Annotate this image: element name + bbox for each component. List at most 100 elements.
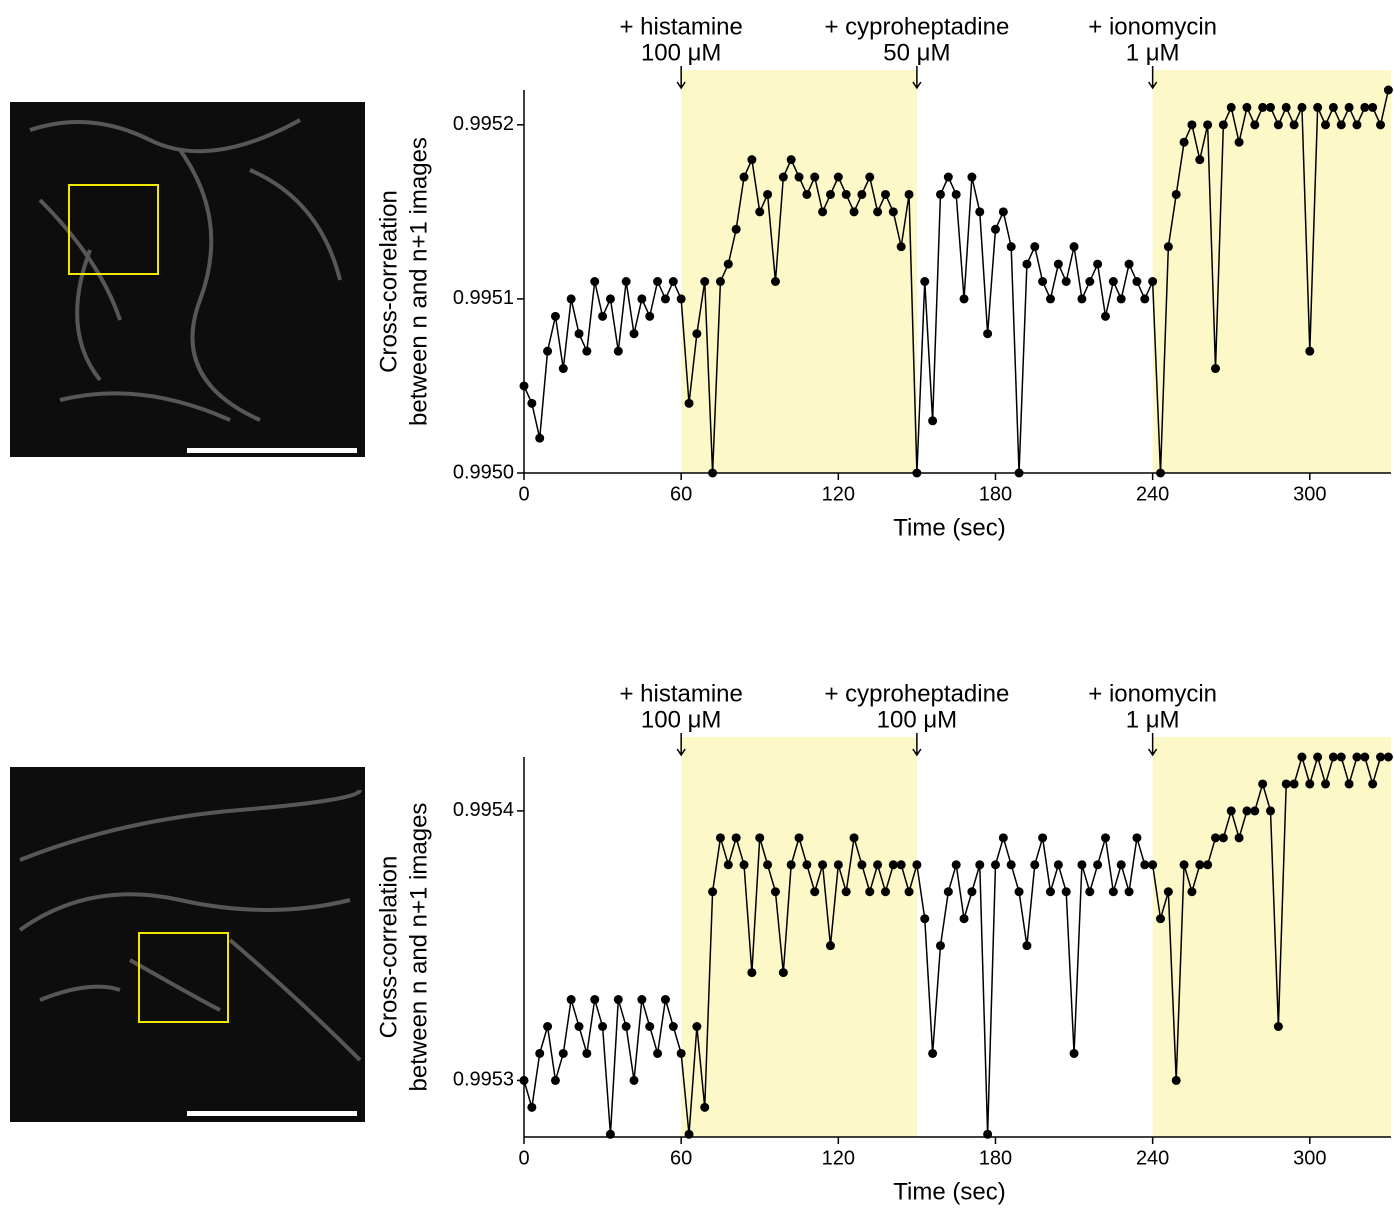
annotation-label: + cyproheptadine [824,680,1009,707]
data-point [700,277,710,286]
data-point [1383,752,1393,762]
y-axis-label: Cross-correlation [375,856,402,1039]
annotation-dose: 100 μM [641,39,722,66]
annotation-arrow [912,733,922,757]
data-point [637,995,647,1005]
data-point [865,172,875,182]
data-point [1053,259,1063,269]
data-point [778,968,788,978]
data-point [1376,752,1386,762]
data-point [1273,120,1283,130]
x-tick-label: 180 [979,483,1012,505]
data-point [574,1022,584,1032]
data-point [621,277,631,286]
data-point [519,381,529,391]
data-point [605,294,615,304]
data-point [1321,779,1331,789]
data-point [1195,860,1205,870]
data-point [1383,85,1393,95]
data-point [998,207,1008,217]
data-point [558,364,568,374]
data-point [1368,779,1378,789]
data-point [1195,155,1205,165]
annotation-arrow [1148,733,1158,757]
data-point [975,860,985,870]
data-point [1344,779,1354,789]
data-point [983,329,993,339]
x-tick-label: 240 [1136,483,1169,505]
data-point [1242,806,1252,816]
data-point [1368,102,1378,112]
data-point [1030,860,1040,870]
data-point [1061,887,1071,897]
data-point [1077,294,1087,304]
annotation-dose: 100 μM [641,706,722,733]
data-point [1148,860,1158,870]
data-point [1085,887,1095,897]
data-point [810,172,820,182]
annotation-label: + histamine [619,13,742,40]
data-point [543,346,553,356]
data-point [849,207,859,217]
data-point [1218,120,1228,130]
data-point [1124,259,1134,269]
data-point [990,860,1000,870]
data-point [770,277,780,286]
data-point [1266,102,1276,112]
data-point [1352,120,1362,130]
data-point [1218,833,1228,843]
data-point [943,172,953,182]
micrograph-2 [10,767,365,1122]
x-tick-label: 120 [822,1147,855,1169]
data-point [794,833,804,843]
data-point [1203,120,1213,130]
data-point [1313,752,1323,762]
data-point [1258,779,1268,789]
data-point [1273,1022,1283,1032]
data-point [582,1048,592,1058]
data-point [543,1022,553,1032]
annotation-label: + ionomycin [1088,680,1217,707]
y-tick-label: 0.9953 [453,1069,514,1091]
data-point [1250,120,1260,130]
x-tick-label: 60 [670,483,692,505]
data-point [935,941,945,951]
data-point [896,860,906,870]
data-point [896,242,906,252]
data-point [700,1102,710,1112]
data-point [1163,242,1173,252]
y-axis-label: Cross-correlation [375,190,402,373]
data-point [967,887,977,897]
data-point [1336,752,1346,762]
data-point [1045,294,1055,304]
y-tick-label: 0.9951 [453,287,514,309]
annotation-arrow [676,66,686,90]
data-point [684,1129,694,1139]
micrograph-1 [10,102,365,457]
data-point [755,833,765,843]
data-point [527,1102,537,1112]
x-tick-label: 0 [518,483,529,505]
data-point [1093,860,1103,870]
data-point [1352,752,1362,762]
data-point [1006,860,1016,870]
data-point [1148,277,1158,286]
data-point [535,1048,545,1058]
data-point [1140,294,1150,304]
data-point [959,914,969,924]
data-point [692,1022,702,1032]
data-point [1376,120,1386,130]
data-point [1289,779,1299,789]
data-point [1321,120,1331,130]
data-point [1344,102,1354,112]
data-point [1132,277,1142,286]
data-point [621,1022,631,1032]
data-point [613,995,623,1005]
data-point [833,172,843,182]
data-point [558,1048,568,1058]
data-point [1171,1075,1181,1085]
data-point [629,329,639,339]
data-point [920,914,930,924]
data-point [598,311,608,321]
